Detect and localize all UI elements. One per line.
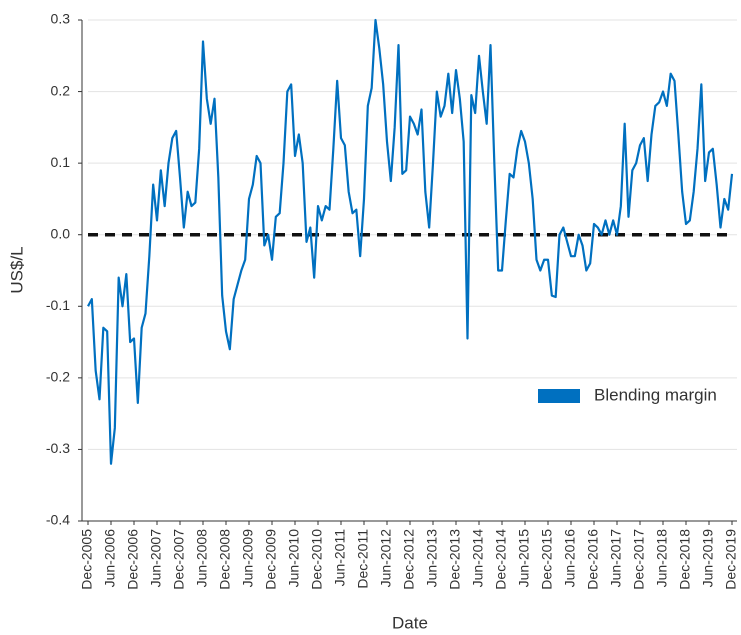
y-tick-label: 0.1	[51, 154, 71, 170]
x-tick-label: Dec-2017	[631, 529, 647, 590]
x-tick-label: Dec-2019	[723, 529, 739, 590]
y-tick-label: -0.2	[46, 369, 70, 385]
x-tick-label: Dec-2018	[677, 529, 693, 590]
x-tick-label: Dec-2012	[401, 529, 417, 590]
x-tick-label: Jun-2019	[700, 529, 716, 588]
x-tick-label: Jun-2017	[608, 529, 624, 588]
x-tick-label: Dec-2009	[263, 529, 279, 590]
y-tick-label: -0.3	[46, 440, 70, 456]
legend-label: Blending margin	[594, 385, 717, 404]
x-tick-label: Jun-2014	[470, 529, 486, 588]
x-tick-label: Dec-2010	[309, 529, 325, 590]
x-tick-label: Dec-2013	[447, 529, 463, 590]
x-tick-label: Jun-2009	[240, 529, 256, 588]
legend-swatch	[538, 389, 580, 403]
x-tick-label: Jun-2016	[562, 529, 578, 588]
x-tick-label: Dec-2006	[125, 529, 141, 590]
y-axis-label: US$/L	[7, 246, 26, 293]
x-tick-label: Dec-2007	[171, 529, 187, 590]
x-tick-label: Jun-2007	[148, 529, 164, 588]
y-tick-label: 0.3	[51, 11, 71, 27]
y-tick-label: -0.1	[46, 297, 70, 313]
y-tick-label: -0.4	[46, 512, 70, 528]
data-line	[87, 18, 734, 465]
x-tick-label: Jun-2011	[332, 529, 348, 587]
x-tick-label: Jun-2006	[102, 529, 118, 588]
x-tick-label: Jun-2008	[194, 529, 210, 588]
x-tick-label: Dec-2016	[585, 529, 601, 590]
x-tick-label: Jun-2010	[286, 529, 302, 588]
x-axis-label: Date	[392, 613, 428, 632]
y-tick-label: 0.2	[51, 82, 71, 98]
x-tick-label: Jun-2012	[378, 529, 394, 588]
x-tick-label: Dec-2008	[217, 529, 233, 590]
y-tick-label: 0.0	[51, 225, 71, 241]
x-tick-label: Jun-2015	[516, 529, 532, 588]
x-tick-label: Jun-2013	[424, 529, 440, 588]
x-tick-label: Dec-2014	[493, 529, 509, 590]
x-tick-label: Dec-2015	[539, 529, 555, 590]
x-tick-label: Jun-2018	[654, 529, 670, 588]
x-tick-label: Dec-2011	[355, 529, 371, 589]
x-tick-label: Dec-2005	[79, 529, 95, 590]
